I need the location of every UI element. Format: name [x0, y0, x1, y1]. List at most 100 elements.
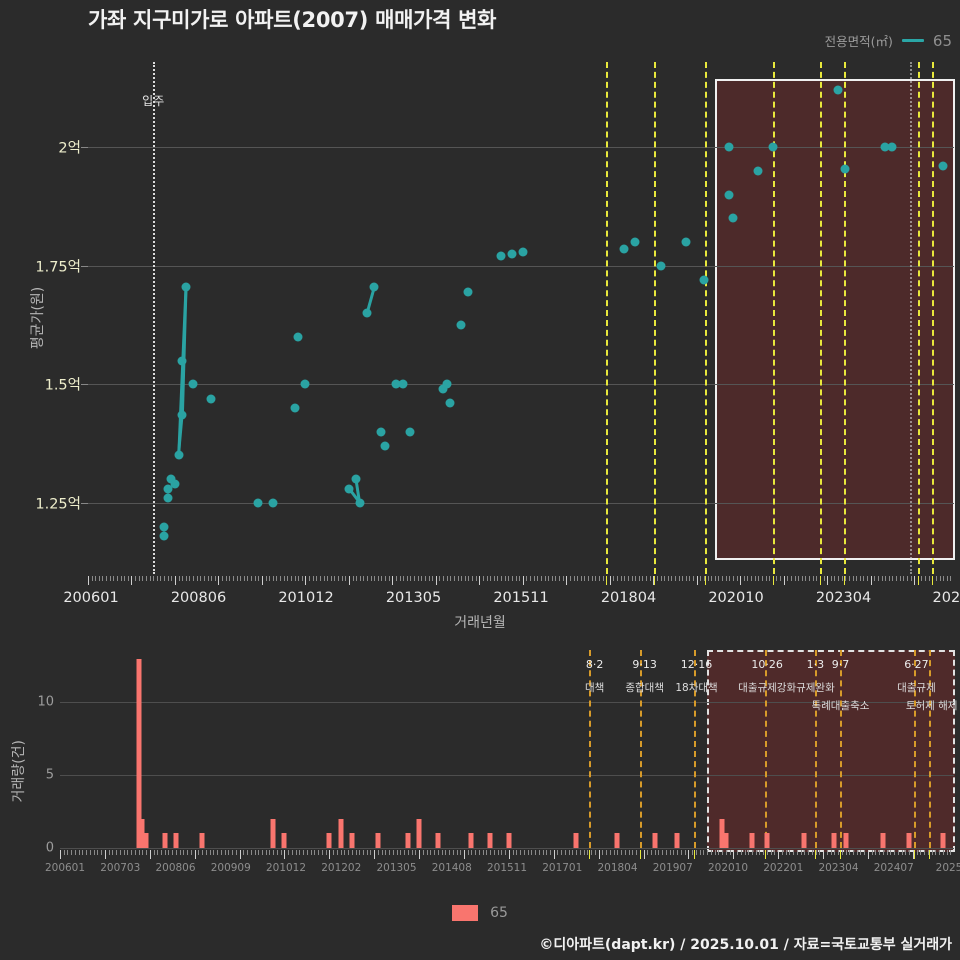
x-tick-label: 202304: [815, 590, 872, 606]
x-tick-mark-bottom: [748, 850, 750, 855]
move-in-label: 입주: [142, 94, 165, 108]
x-tick-mark: [559, 576, 561, 581]
data-point: [768, 142, 778, 152]
annotation-label-0: 대책: [584, 682, 605, 694]
data-point: [376, 427, 386, 437]
highlight-region: [714, 79, 956, 560]
x-tick-mark: [928, 576, 930, 581]
x-tick-mark-bottom: [299, 850, 301, 855]
x-tick-mark: [127, 576, 129, 581]
x-tick-event-bottom-5: [839, 850, 841, 859]
x-tick-mark-bottom: [295, 850, 297, 855]
x-tick-mark: [497, 576, 499, 581]
x-tick-mark: [544, 576, 546, 581]
x-tick-mark-bottom: [348, 850, 350, 855]
x-tick-mark-bottom: [542, 850, 544, 855]
x-tick-mark: [196, 576, 198, 581]
x-tick-mark-bottom: [202, 850, 204, 855]
x-tick-mark: [696, 576, 698, 585]
x-tick-mark-bottom: [939, 850, 941, 855]
x-tick-mark-bottom: [157, 850, 159, 855]
x-tick-mark-bottom: [265, 850, 267, 855]
event-line-bottom-1: [640, 650, 643, 848]
x-tick-mark: [200, 576, 202, 581]
x-tick-mark: [410, 576, 412, 581]
x-tick-mark-bottom: [333, 850, 335, 855]
x-tick-mark: [877, 576, 879, 581]
x-tick-event-bottom-0: [589, 850, 591, 859]
bottom-legend: 65: [0, 905, 960, 921]
x-tick-label: 201305: [385, 590, 442, 606]
x-tick-mark-bottom: [594, 850, 596, 855]
x-tick-mark-bottom: [426, 850, 428, 855]
data-point: [166, 474, 176, 484]
x-tick-mark-bottom: [823, 850, 825, 859]
x-tick-mark-bottom: [643, 850, 645, 859]
x-tick-mark: [653, 576, 655, 585]
x-tick-event-5: [844, 576, 846, 585]
x-tick-mark-bottom: [74, 850, 76, 855]
x-tick-mark-bottom: [849, 850, 851, 855]
x-tick-event-bottom-2: [693, 850, 695, 859]
x-tick-mark: [370, 576, 372, 581]
y-tick-label: 1.75억: [35, 259, 81, 276]
x-axis-ruler: [88, 576, 954, 585]
x-tick-mark: [135, 576, 137, 581]
x-tick-mark-bottom: [422, 850, 424, 855]
x-tick-mark: [693, 576, 695, 581]
x-tick-mark: [446, 576, 448, 581]
x-tick-mark: [341, 576, 343, 581]
x-tick-mark: [171, 576, 173, 581]
x-tick-mark-bottom: [235, 850, 237, 855]
gridline-horizontal: [88, 384, 954, 386]
x-tick-mark: [290, 576, 292, 581]
x-tick-mark-bottom: [217, 850, 219, 855]
x-tick-mark: [240, 576, 242, 581]
x-tick-mark-bottom: [684, 850, 686, 855]
x-tick-mark-bottom: [718, 850, 720, 855]
x-tick-mark-bottom: [770, 850, 772, 855]
x-tick-mark-bottom: [598, 850, 600, 859]
bar: [326, 833, 332, 848]
x-tick-mark: [178, 576, 180, 581]
x-tick-mark-bottom: [153, 850, 155, 855]
x-tick-mark-bottom: [366, 850, 368, 855]
x-tick-mark-bottom: [710, 850, 712, 855]
x-tick-label-bottom: 201408: [431, 862, 472, 874]
event-line-1: [654, 62, 657, 574]
x-tick-mark-bottom: [725, 850, 727, 855]
x-tick-mark-bottom: [172, 850, 174, 855]
bar: [614, 833, 620, 848]
x-tick-mark-bottom: [658, 850, 660, 855]
x-tick-mark-bottom: [310, 850, 312, 855]
y-tick-mark: [81, 384, 88, 386]
x-tick-mark-bottom: [841, 850, 843, 855]
x-tick-mark: [501, 576, 503, 581]
data-point: [290, 403, 300, 413]
x-tick-mark-bottom: [112, 850, 114, 855]
x-tick-mark-bottom: [557, 850, 559, 855]
x-tick-mark: [667, 576, 669, 581]
data-point: [163, 493, 173, 503]
x-tick-mark: [925, 576, 926, 581]
x-tick-mark: [95, 576, 97, 581]
x-tick-mark-bottom: [404, 850, 406, 855]
x-tick-mark: [392, 576, 394, 585]
x-tick-mark: [838, 576, 840, 581]
x-tick-mark: [888, 576, 890, 581]
x-tick-mark: [631, 576, 633, 581]
event-line-4: [819, 62, 822, 574]
x-tick-mark-bottom: [138, 850, 140, 855]
x-tick-mark-bottom: [531, 850, 533, 855]
x-tick-mark: [236, 576, 238, 581]
bar: [764, 833, 770, 848]
x-tick-mark-bottom: [63, 850, 65, 855]
x-tick-mark-bottom: [591, 850, 593, 855]
annotation-label-4: 규제완화: [796, 682, 835, 694]
x-tick-mark-bottom: [523, 850, 525, 855]
bar: [506, 833, 512, 848]
x-tick-mark: [287, 576, 289, 581]
x-tick-mark-bottom: [280, 850, 282, 855]
x-tick-mark: [903, 576, 905, 581]
x-tick-mark: [700, 576, 702, 581]
